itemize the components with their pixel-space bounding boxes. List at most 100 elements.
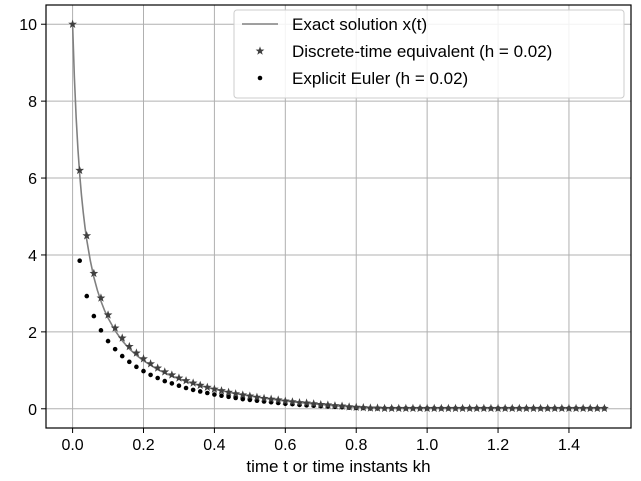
- euler-point: [162, 378, 168, 384]
- discrete-point: [571, 403, 581, 413]
- x-tick-label: 1.4: [558, 437, 580, 454]
- discrete-point: [429, 403, 439, 413]
- discrete-point: [245, 391, 255, 400]
- discrete-point: [514, 403, 524, 413]
- y-tick-label: 2: [28, 325, 37, 342]
- discrete-point: [266, 394, 276, 403]
- euler-point: [91, 313, 97, 319]
- euler-point: [205, 390, 210, 396]
- discrete-point: [103, 310, 113, 319]
- euler-point: [183, 385, 189, 391]
- euler-point: [119, 353, 125, 359]
- euler-point: [148, 372, 153, 378]
- discrete-point: [188, 378, 198, 387]
- discrete-point: [536, 403, 545, 413]
- discrete-point: [309, 399, 319, 408]
- discrete-point: [295, 398, 304, 407]
- x-tick-label: 0.6: [274, 437, 296, 454]
- discrete-point: [465, 403, 475, 413]
- discrete-point: [174, 373, 184, 382]
- y-tick-label: 10: [19, 17, 37, 34]
- discrete-point: [543, 403, 553, 413]
- discrete-point: [238, 390, 248, 399]
- discrete-point: [529, 403, 538, 413]
- discrete-point: [451, 403, 460, 413]
- discrete-point: [585, 403, 595, 413]
- discrete-point: [82, 231, 92, 240]
- discrete-point: [387, 403, 397, 413]
- legend-label-exact: Exact solution x(t): [292, 15, 427, 34]
- discrete-point: [600, 403, 609, 413]
- euler-point: [219, 393, 224, 398]
- euler-point: [176, 383, 182, 389]
- discrete-point: [167, 370, 177, 379]
- discrete-point: [522, 403, 531, 413]
- discrete-point: [132, 348, 141, 357]
- plot-frame: [45, 4, 632, 429]
- x-axis-label: time t or time instants kh: [246, 457, 430, 476]
- discrete-point: [415, 403, 425, 413]
- discrete-point: [231, 389, 241, 398]
- discrete-point: [259, 393, 269, 403]
- legend-label-euler: Explicit Euler (h = 0.02): [292, 69, 468, 88]
- euler-point: [105, 338, 111, 344]
- discrete-point: [358, 403, 368, 412]
- discrete-point: [96, 293, 106, 302]
- legend: Exact solution x(t) Discrete-time equiva…: [233, 9, 625, 99]
- discrete-point: [366, 403, 375, 412]
- euler-point: [77, 258, 82, 264]
- euler-point: [197, 389, 203, 394]
- euler-point: [169, 381, 175, 386]
- discrete-point: [181, 376, 191, 385]
- x-tick-label: 0.8: [345, 437, 367, 454]
- euler-point: [141, 368, 146, 374]
- discrete-point: [500, 403, 510, 413]
- discrete-point: [323, 400, 333, 409]
- discrete-point: [351, 402, 361, 411]
- discrete-point: [68, 19, 77, 28]
- discrete-point: [288, 397, 297, 406]
- discrete-point: [146, 359, 155, 368]
- x-tick-label: 0.4: [203, 437, 225, 454]
- discrete-point: [273, 395, 283, 404]
- discrete-point: [550, 403, 560, 413]
- legend-star-marker-icon: [255, 46, 265, 55]
- discrete-point: [444, 403, 453, 413]
- discrete-point: [224, 387, 233, 396]
- euler-point: [247, 397, 253, 403]
- euler-point: [212, 392, 217, 397]
- euler-point: [155, 375, 160, 381]
- discrete-point: [507, 403, 517, 413]
- discrete-point: [117, 333, 127, 342]
- y-tick-label: 6: [28, 171, 37, 188]
- discrete-point: [394, 403, 404, 413]
- euler-point: [134, 364, 139, 370]
- ticks-layer: 0.0 0.2 0.4 0.6 0.8 1.0 1.2 1.4 0 2 4 6 8 10: [19, 17, 580, 454]
- discrete-point: [401, 403, 411, 413]
- x-tick-label: 0.0: [61, 437, 83, 454]
- discrete-point: [210, 384, 219, 393]
- x-tick-label: 1.2: [487, 437, 509, 454]
- euler-point: [233, 395, 238, 401]
- series-layer: [68, 19, 609, 413]
- discrete-point: [330, 401, 340, 410]
- discrete-point: [110, 323, 120, 332]
- discrete-point: [592, 403, 602, 413]
- discrete-point: [202, 382, 212, 391]
- discrete-point: [316, 399, 326, 409]
- discrete-point: [337, 401, 347, 410]
- discrete-point: [408, 403, 418, 413]
- discrete-point: [422, 403, 432, 413]
- discrete-point: [75, 165, 85, 175]
- discrete-point: [139, 354, 148, 363]
- discrete-point: [302, 398, 311, 407]
- discrete-point: [472, 403, 482, 413]
- discrete-point: [217, 386, 226, 395]
- x-tick-label: 1.0: [416, 437, 438, 454]
- discrete-point: [436, 403, 446, 413]
- legend-label-discrete: Discrete-time equivalent (h = 0.02): [292, 42, 552, 61]
- discrete-point: [486, 403, 496, 413]
- euler-point: [190, 387, 196, 393]
- discrete-point: [479, 403, 489, 413]
